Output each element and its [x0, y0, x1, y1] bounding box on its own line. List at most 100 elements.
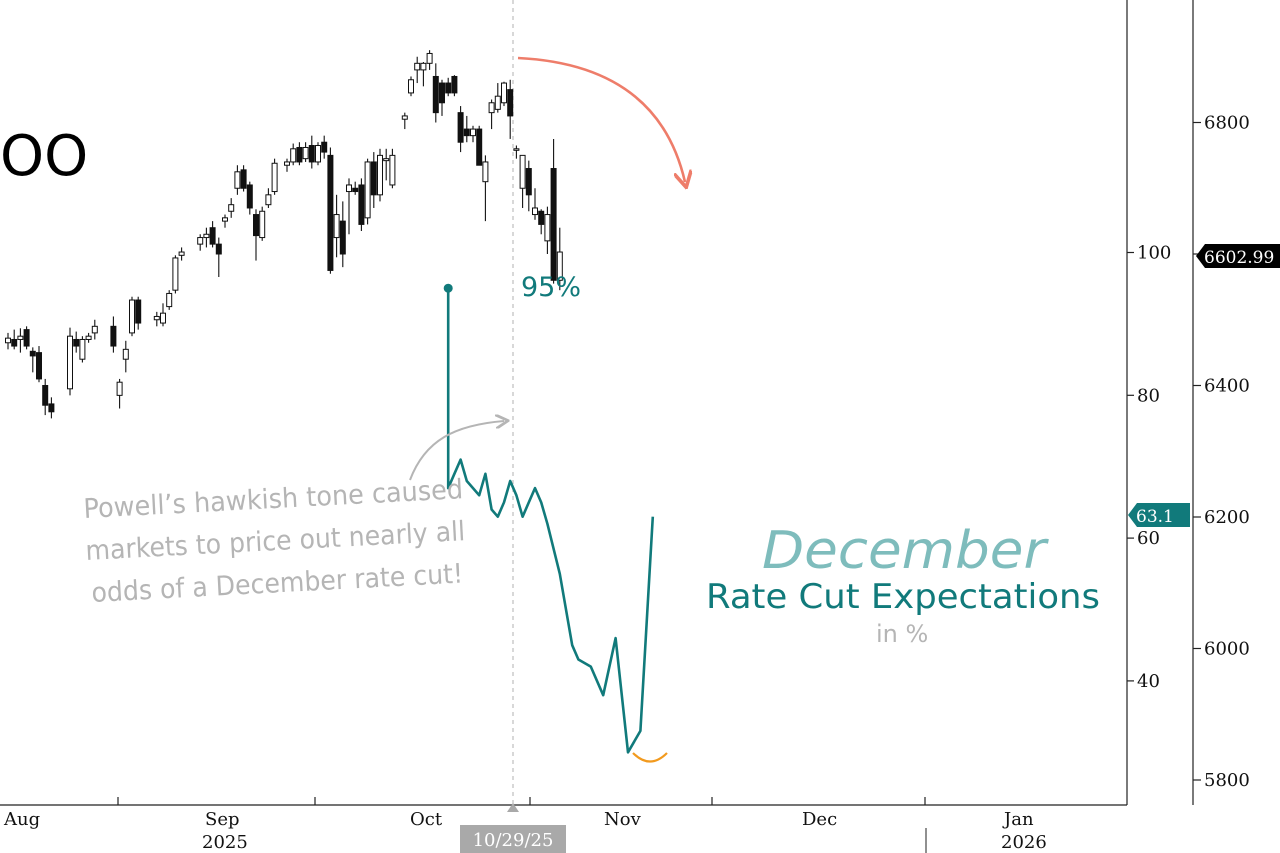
- candle: [327, 147, 334, 274]
- candle: [302, 142, 309, 162]
- candle: [457, 106, 464, 153]
- candle: [197, 234, 204, 251]
- candle: [389, 148, 396, 189]
- price-tick-label: 5800: [1204, 770, 1250, 791]
- candlesticks: [5, 50, 563, 419]
- candle: [259, 206, 266, 241]
- candle: [370, 152, 377, 208]
- candle: [414, 56, 421, 84]
- candle: [135, 296, 142, 330]
- candle: [488, 99, 495, 130]
- candle: [91, 319, 98, 340]
- candle: [439, 79, 445, 116]
- candle: [507, 79, 514, 139]
- candle: [426, 50, 433, 70]
- last-price-value: 6602.99: [1204, 248, 1274, 268]
- candle: [265, 188, 272, 208]
- prob-tick-label: 60: [1137, 528, 1160, 549]
- price-tick-label: 7000: [1204, 0, 1250, 2]
- x-tick-nov: Nov: [604, 809, 642, 830]
- candle: [333, 194, 340, 258]
- candle: [36, 346, 42, 383]
- candle: [116, 378, 123, 409]
- candle: [501, 81, 507, 107]
- candle: [67, 327, 73, 396]
- candle: [228, 198, 235, 218]
- candle: [5, 332, 11, 350]
- candle: [538, 209, 545, 235]
- prob-tick-label: 40: [1137, 671, 1160, 692]
- candle: [153, 311, 160, 327]
- candle: [240, 165, 247, 192]
- candle: [79, 336, 86, 363]
- candle: [122, 340, 129, 373]
- candle: [178, 247, 185, 261]
- candle: [550, 138, 557, 284]
- chart-unit: in %: [876, 620, 928, 648]
- candle: [339, 201, 346, 268]
- annotation-line-3: odds of a December rate cut!: [91, 559, 464, 609]
- candle: [11, 329, 18, 350]
- candle: [470, 125, 476, 143]
- prob-tick-label: 80: [1137, 385, 1160, 406]
- x-year-2025: 2025: [202, 832, 248, 853]
- peak-probability-point: [443, 283, 453, 293]
- chart-title: December: [762, 521, 1050, 581]
- trough-mark-icon: [632, 752, 668, 763]
- candle: [85, 332, 92, 343]
- candle: [408, 76, 414, 97]
- x-tick-aug: Aug: [3, 809, 40, 830]
- candle: [544, 206, 551, 254]
- price-tick-label: 6800: [1204, 113, 1250, 134]
- candle: [222, 214, 228, 228]
- candle: [215, 237, 222, 278]
- candle: [476, 125, 483, 166]
- candle: [172, 255, 179, 294]
- candle: [73, 331, 80, 353]
- last-probability-tag: 63.1: [1128, 503, 1190, 527]
- candle: [525, 160, 532, 212]
- candle: [308, 135, 315, 169]
- candle: [463, 115, 470, 143]
- price-tick-label: 6000: [1204, 639, 1250, 660]
- candle: [246, 181, 253, 215]
- candle: [29, 347, 36, 373]
- candle: [532, 188, 538, 220]
- x-tick-oct: Oct: [410, 809, 443, 830]
- candle: [284, 158, 290, 172]
- candle: [17, 328, 24, 353]
- candle: [451, 75, 458, 97]
- candle: [420, 62, 427, 87]
- candle: [253, 209, 259, 261]
- candle: [42, 378, 49, 416]
- peak-probability-label: 95%: [521, 272, 581, 303]
- candle: [377, 148, 383, 202]
- candle: [203, 227, 210, 248]
- candle: [364, 158, 371, 225]
- candle: [432, 63, 439, 123]
- candle: [513, 145, 520, 159]
- candle: [352, 181, 359, 195]
- x-tick-jan: Jan: [1002, 809, 1034, 830]
- last-probability-value: 63.1: [1136, 507, 1174, 527]
- candle: [383, 148, 390, 181]
- highlight-date-marker: 10/29/25: [460, 803, 566, 853]
- candle: [358, 178, 365, 231]
- probability-series: [443, 283, 655, 754]
- candle: [209, 221, 216, 248]
- candle: [494, 83, 501, 113]
- chart-subtitle: Rate Cut Expectations: [706, 577, 1100, 617]
- candle: [401, 112, 408, 130]
- prob-tick-label: 100: [1137, 243, 1171, 264]
- candle: [110, 316, 117, 353]
- candle: [315, 142, 321, 166]
- candle: [290, 143, 297, 166]
- annotation-arrow-icon: [409, 421, 504, 481]
- candle: [519, 154, 526, 208]
- last-price-tag: 6602.99: [1196, 244, 1280, 268]
- candle: [160, 303, 166, 327]
- candle: [321, 135, 328, 159]
- candle: [48, 397, 55, 419]
- highlight-date-label: 10/29/25: [473, 830, 554, 851]
